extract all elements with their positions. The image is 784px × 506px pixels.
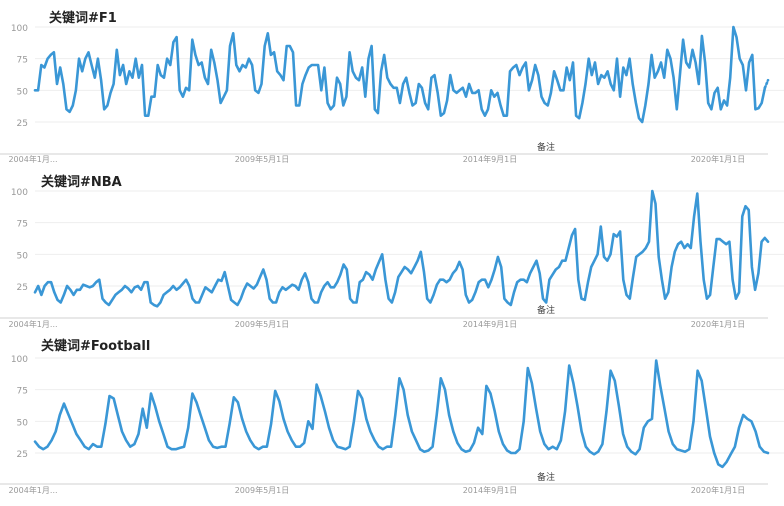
x-tick-label: 2009年5月1日 <box>235 154 290 164</box>
series-line <box>33 359 770 469</box>
x-tick-label: 2004年1月... <box>8 319 57 329</box>
y-tick-label: 100 <box>11 355 28 365</box>
y-tick-label: 25 <box>17 450 28 460</box>
y-tick-label: 75 <box>17 220 28 230</box>
annotation-label: 备注 <box>537 304 555 316</box>
y-tick-label: 25 <box>17 283 28 293</box>
y-tick-label: 25 <box>17 119 28 129</box>
x-tick-label: 2009年5月1日 <box>235 319 290 329</box>
x-tick-label: 2009年5月1日 <box>235 485 290 495</box>
y-tick-label: 100 <box>11 24 28 34</box>
x-tick-label: 2004年1月... <box>8 485 57 495</box>
x-tick-label: 2020年1月1日 <box>691 319 746 329</box>
panel-title-nba: 关键词#NBA <box>41 175 122 190</box>
x-tick-label: 2020年1月1日 <box>691 485 746 495</box>
x-tick-label: 2004年1月... <box>8 154 57 164</box>
y-tick-label: 100 <box>11 188 28 198</box>
panel-title-football: 关键词#Football <box>41 339 151 354</box>
y-tick-label: 50 <box>17 87 29 97</box>
annotation-label: 备注 <box>537 141 555 153</box>
series-line <box>33 25 767 124</box>
series-line-partial <box>763 78 770 90</box>
x-tick-label: 2014年9月1日 <box>463 319 518 329</box>
y-tick-label: 50 <box>17 418 29 428</box>
annotation-label: 备注 <box>537 471 555 483</box>
y-tick-label: 75 <box>17 56 28 66</box>
x-tick-label: 2014年9月1日 <box>463 154 518 164</box>
series-line <box>33 189 770 308</box>
y-tick-label: 50 <box>17 251 29 261</box>
x-tick-label: 2020年1月1日 <box>691 154 746 164</box>
panel-title-f1: 关键词#F1 <box>49 11 117 26</box>
y-tick-label: 75 <box>17 387 28 397</box>
x-tick-label: 2014年9月1日 <box>463 485 518 495</box>
